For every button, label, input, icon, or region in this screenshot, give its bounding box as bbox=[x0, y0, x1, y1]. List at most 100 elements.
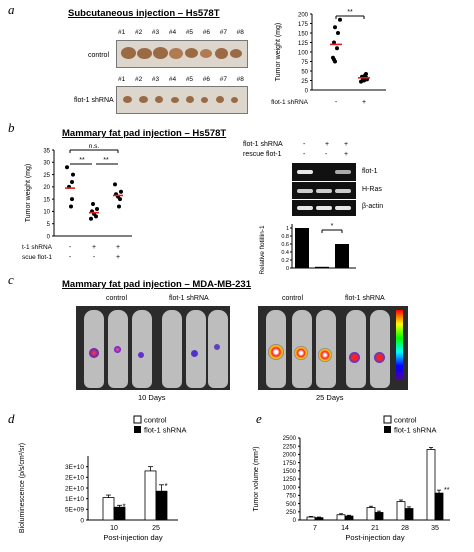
x-mark: + bbox=[362, 99, 366, 106]
legend-swatch-shrna bbox=[384, 426, 391, 433]
sig-star: ** bbox=[444, 487, 450, 494]
y-axis-label: Relative flotillin-1 bbox=[259, 225, 266, 274]
bar bbox=[366, 507, 376, 521]
row1-mark: + bbox=[92, 244, 96, 251]
blot-r1-m2: + bbox=[325, 141, 330, 148]
bar bbox=[335, 244, 349, 268]
tray-number: #7 bbox=[219, 29, 227, 36]
sig-label: ** bbox=[79, 157, 85, 164]
data-point bbox=[332, 40, 336, 45]
row2-mark: + bbox=[116, 254, 120, 261]
tray-number: #6 bbox=[202, 29, 210, 36]
tray-numbers-row1: #1 #2 #3 #4 #5 #6 #7 #8 bbox=[118, 29, 244, 36]
y-tick-label: 200 bbox=[298, 12, 309, 18]
row2-label: flot-1 shRNA bbox=[74, 97, 114, 104]
y-axis-label: Tumor volume (mm³) bbox=[253, 446, 260, 511]
x-tick-label: 10 bbox=[110, 525, 118, 532]
data-point bbox=[338, 17, 342, 22]
bar bbox=[102, 497, 115, 521]
y-tick-label: 2500 bbox=[283, 436, 297, 442]
x-tick-label: 7 bbox=[313, 525, 317, 532]
y-tick-label: 0 bbox=[286, 266, 289, 272]
panel-a-letter: a bbox=[8, 2, 15, 17]
y-tick-label: 0 bbox=[47, 234, 51, 240]
y-tick-label: 25 bbox=[43, 173, 50, 179]
blot-r1-m3: + bbox=[344, 141, 349, 148]
x-tick-label: 35 bbox=[431, 525, 439, 532]
chart-a-tumor-weight: 0 25 50 75 100 125 150 175 200 Tumor weight (mg) *… bbox=[271, 9, 386, 106]
legend-swatch-control bbox=[133, 415, 142, 424]
bar bbox=[306, 516, 316, 521]
row1-mark: - bbox=[69, 244, 72, 251]
legend-label-shrna: flot-1 shRNA bbox=[394, 426, 437, 435]
x-row-label: flot-1 shRNA bbox=[271, 99, 309, 106]
data-point bbox=[70, 179, 74, 184]
c-right-shrna: flot-1 shRNA bbox=[345, 295, 385, 302]
blot-hras bbox=[292, 182, 356, 199]
blot-r2-m2: - bbox=[325, 151, 328, 158]
bar bbox=[155, 490, 168, 521]
row2-mark: - bbox=[93, 254, 96, 261]
tumor-tray-control bbox=[116, 40, 248, 68]
legend-swatch-shrna bbox=[134, 426, 141, 433]
row1-mark: + bbox=[116, 244, 120, 251]
data-point bbox=[333, 59, 337, 64]
sig-label: ** bbox=[103, 157, 109, 164]
x-tick-label: 28 bbox=[401, 525, 409, 532]
y-tick-label: 5E+09 bbox=[65, 507, 84, 514]
y-tick-label: 2250 bbox=[283, 444, 297, 450]
data-point bbox=[71, 172, 75, 177]
y-tick-label: 0.6 bbox=[281, 242, 289, 248]
legend-swatch-control bbox=[383, 415, 392, 424]
data-point bbox=[94, 214, 98, 219]
blot-actin bbox=[292, 200, 356, 216]
y-tick-label: 50 bbox=[301, 69, 308, 75]
y-tick-label: 175 bbox=[298, 22, 309, 28]
bar bbox=[144, 470, 157, 521]
x-tick-label: 25 bbox=[152, 525, 160, 532]
y-tick-label: 125 bbox=[298, 41, 309, 47]
tray-number: #2 bbox=[134, 29, 143, 36]
tray-number: #4 bbox=[168, 29, 177, 36]
tumor-tray-shrna bbox=[116, 86, 248, 114]
row2-label: rescue flot-1 bbox=[22, 254, 52, 261]
bar bbox=[396, 501, 406, 521]
data-point bbox=[95, 206, 99, 211]
tray-number: #8 bbox=[236, 76, 244, 83]
legend-label-control: control bbox=[144, 416, 167, 425]
tray-number: #3 bbox=[151, 29, 160, 36]
tray-number: #5 bbox=[185, 76, 194, 83]
y-tick-label: 0 bbox=[293, 518, 297, 524]
data-point bbox=[117, 204, 121, 209]
y-tick-label: 75 bbox=[301, 60, 308, 66]
tray-numbers-row2: #1 #2 #3 #4 #5 #6 #7 #8 bbox=[118, 76, 244, 83]
x-mark: - bbox=[335, 99, 338, 106]
y-tick-label: 1E+10 bbox=[65, 496, 84, 503]
bar bbox=[344, 515, 354, 521]
x-axis-label: Post-injection day bbox=[345, 533, 404, 542]
sig-star: * bbox=[123, 502, 126, 511]
y-tick-label: 0.2 bbox=[281, 258, 289, 264]
y-tick-label: 1750 bbox=[283, 461, 297, 467]
tray-number: #5 bbox=[185, 29, 194, 36]
blot-label-flot1: flot-1 bbox=[362, 168, 378, 175]
c-left-shrna: flot-1 shRNA bbox=[169, 295, 209, 302]
tray-number: #7 bbox=[219, 76, 227, 83]
x-tick-label: 14 bbox=[341, 525, 349, 532]
y-tick-label: 750 bbox=[286, 494, 297, 500]
bar bbox=[404, 508, 414, 521]
bar bbox=[336, 514, 346, 521]
data-point bbox=[336, 31, 340, 35]
y-tick-label: 20 bbox=[43, 185, 50, 191]
tray-number: #4 bbox=[168, 76, 177, 83]
x-axis-label: Post-injection day bbox=[103, 533, 162, 542]
blot-label-hras: H-Ras bbox=[362, 186, 382, 193]
bar bbox=[434, 492, 444, 521]
intensity-colorbar bbox=[396, 310, 403, 380]
y-tick-label: 2E+10 bbox=[65, 475, 84, 482]
blot-r2-m3: + bbox=[344, 151, 349, 158]
bar bbox=[315, 266, 329, 268]
y-tick-label: 3E+10 bbox=[65, 464, 84, 471]
data-point bbox=[362, 78, 366, 83]
blot-r1-m1: - bbox=[303, 141, 306, 148]
